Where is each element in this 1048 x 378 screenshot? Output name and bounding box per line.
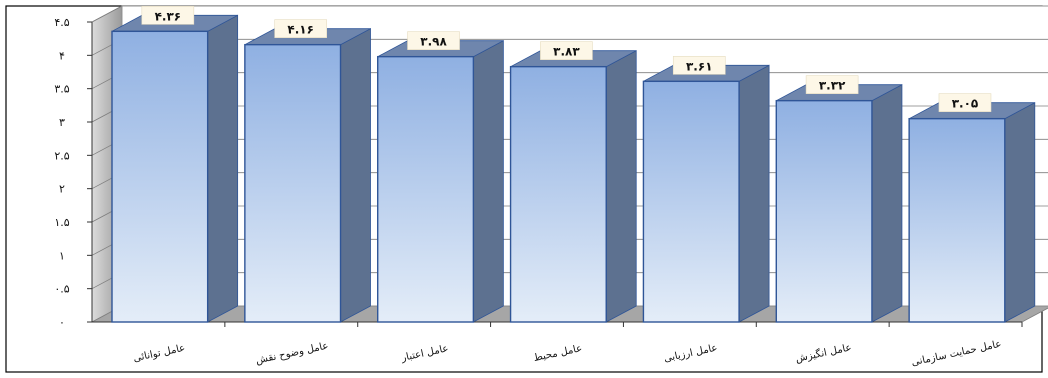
bar (908, 101, 1036, 323)
bar (642, 64, 770, 323)
bar-side-face (340, 27, 371, 323)
bar-front-face (244, 43, 342, 323)
bar-side-face (1004, 101, 1036, 323)
data-label-box (672, 56, 726, 75)
data-label: ۳.۶۱ (686, 59, 713, 73)
data-label: ۴.۳۶ (155, 9, 182, 23)
data-label: ۳.۹۸ (420, 35, 447, 49)
bar (509, 50, 637, 323)
data-label-box (274, 19, 327, 38)
data-label: ۳.۰۵ (952, 97, 979, 111)
bar-side-face (472, 40, 504, 323)
bar-side-face (605, 50, 637, 323)
category-label: عامل محیط (533, 343, 584, 364)
data-label: ۴.۱۶ (287, 23, 314, 37)
y-tick-label: ۱.۵ (54, 216, 69, 229)
bar (377, 40, 504, 323)
y-tick-label: ۰ (59, 316, 65, 329)
bar-front-face (377, 55, 475, 323)
y-tick-label: ۴ (59, 49, 65, 62)
y-tick-label: ۳ (59, 116, 65, 129)
y-tick-label: ۰.۵ (54, 283, 69, 296)
bar-front-face (509, 65, 607, 323)
category-label: عامل توانائی (132, 343, 186, 365)
category-label: عامل اعتبار (400, 343, 450, 364)
data-label-box (540, 41, 593, 60)
data-label-box (141, 6, 195, 25)
y-tick-label: ۲.۵ (54, 149, 69, 162)
data-label: ۳.۳۲ (819, 79, 846, 93)
data-label: ۳.۸۳ (553, 45, 580, 59)
data-label-box (407, 31, 460, 50)
gridline-side (91, 5, 123, 23)
category-label: عامل انگیزش (794, 341, 852, 365)
category-label: عامل حمایت سازمانی (910, 339, 1002, 369)
bar-side-face (871, 83, 903, 323)
bar-front-face (908, 117, 1006, 323)
data-label-box (805, 75, 859, 94)
bar (244, 27, 371, 323)
bar (775, 83, 903, 323)
category-label: عامل وضوح نقش (255, 340, 330, 366)
category-label: عامل ارزیابی (663, 343, 719, 365)
y-tick-label: ۱ (59, 249, 65, 262)
bar-side-face (738, 64, 770, 323)
bar (111, 14, 239, 323)
bar-front-face (775, 99, 873, 323)
y-tick-label: ۲ (59, 183, 65, 196)
bar-side-face (207, 14, 239, 323)
y-tick-label: ۳.۵ (54, 83, 69, 96)
data-label-box (938, 93, 992, 112)
bar-front-face (642, 80, 740, 323)
bar-front-face (111, 30, 209, 323)
y-tick-label: ۴.۵ (54, 16, 69, 29)
